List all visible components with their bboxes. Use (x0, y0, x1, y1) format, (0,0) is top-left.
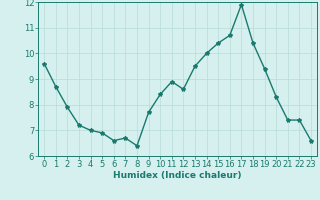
X-axis label: Humidex (Indice chaleur): Humidex (Indice chaleur) (113, 171, 242, 180)
